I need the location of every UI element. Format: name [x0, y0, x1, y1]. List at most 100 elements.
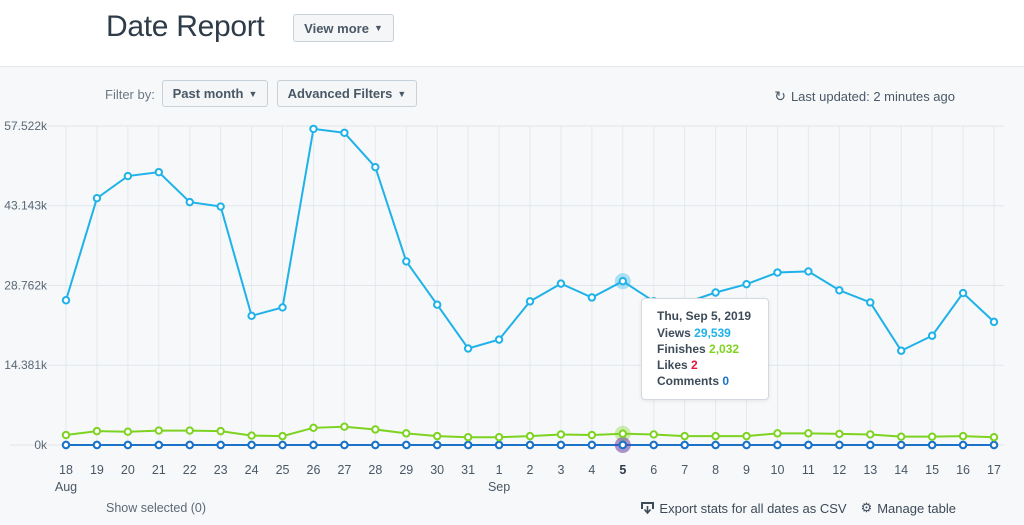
x-tick-label: 14: [894, 463, 908, 477]
data-point-finishes: [185, 426, 194, 435]
x-tick-label: 4: [588, 463, 595, 477]
data-point-likes: [649, 440, 658, 450]
data-point-likes: [92, 440, 102, 450]
data-point-finishes: [587, 430, 597, 440]
x-tick-label: 28: [368, 463, 382, 477]
x-tick-label: 2: [527, 463, 534, 477]
data-point-views: [835, 286, 844, 295]
data-point-finishes: [711, 431, 720, 441]
x-tick-label: 22: [183, 463, 197, 477]
data-point-likes: [185, 440, 194, 450]
x-tick-label: 21: [152, 463, 166, 477]
data-point-likes: [371, 440, 380, 450]
x-tick-label: 7: [681, 463, 688, 477]
data-point-views: [866, 298, 875, 307]
data-point-views: [123, 171, 133, 181]
data-point-likes: [402, 440, 411, 450]
x-tick-label: 24: [245, 463, 259, 477]
data-point-views: [309, 124, 318, 134]
export-csv-label: Export stats for all dates as CSV: [659, 500, 847, 516]
data-point-finishes: [123, 427, 133, 436]
data-point-finishes: [216, 426, 225, 436]
header-bar: Date Report View more ▼: [0, 0, 1024, 67]
chart-tooltip: Thu, Sep 5, 2019 Views 29,539 Finishes 2…: [641, 298, 769, 400]
view-more-label: View more: [304, 20, 369, 36]
data-point-likes: [556, 440, 566, 450]
data-point-likes: [525, 440, 535, 450]
x-tick-label: 12: [832, 463, 846, 477]
data-point-finishes: [958, 431, 968, 441]
data-point-finishes: [680, 431, 689, 441]
data-point-finishes: [463, 433, 473, 442]
gear-icon: ⚙: [860, 500, 873, 515]
data-point-views: [216, 202, 225, 211]
data-point-finishes: [525, 431, 535, 441]
x-tick-label: 11: [802, 463, 815, 477]
data-point-likes: [835, 440, 844, 450]
x-tick-label: 16: [956, 463, 970, 477]
tooltip-value: 0: [722, 374, 730, 388]
data-point-finishes: [556, 430, 566, 439]
data-point-likes: [247, 440, 256, 450]
manage-table-link[interactable]: ⚙ Manage table: [861, 500, 956, 516]
x-tick-label: 26: [307, 463, 321, 477]
x-month-label: Sep: [488, 480, 510, 494]
data-point-likes: [927, 440, 937, 450]
data-point-views: [525, 297, 535, 306]
table-actions: Export stats for all dates as CSV ⚙ Mana…: [641, 500, 956, 516]
data-point-views: [340, 128, 349, 137]
x-tick-label: 18: [59, 463, 73, 477]
chevron-down-icon: ▼: [397, 88, 407, 99]
x-month-label: Aug: [55, 480, 77, 494]
data-point-finishes: [989, 433, 999, 442]
tooltip-label: Views: [657, 326, 691, 340]
period-dropdown[interactable]: Past month ▼: [162, 80, 268, 107]
last-updated-text: Last updated: 2 minutes ago: [790, 89, 955, 104]
y-tick-label: 43.143k: [4, 199, 48, 213]
data-point-likes: [587, 440, 597, 450]
data-point-likes: [804, 440, 813, 450]
data-point-views: [185, 197, 194, 207]
data-point-finishes: [927, 432, 937, 441]
tooltip-value: 2,032: [709, 342, 740, 356]
y-tick-label: 0k: [34, 438, 48, 452]
chevron-down-icon: ▼: [248, 88, 258, 99]
advanced-filters-label: Advanced Filters: [287, 86, 393, 101]
x-tick-label: 27: [337, 463, 351, 477]
page-title: Date Report: [106, 10, 265, 43]
data-point-finishes: [61, 430, 71, 440]
tooltip-row-comments: Comments 0: [657, 373, 768, 389]
data-point-likes: [433, 440, 442, 450]
data-point-views: [433, 300, 442, 309]
data-point-likes: [494, 440, 504, 450]
data-point-finishes: [835, 429, 844, 439]
x-tick-label: 1: [496, 463, 503, 477]
x-tick-label: 15: [925, 463, 939, 477]
data-point-likes: [773, 440, 782, 450]
export-csv-link[interactable]: Export stats for all dates as CSV: [641, 500, 847, 516]
x-tick-label: 31: [461, 463, 475, 477]
data-point-likes: [618, 440, 627, 450]
advanced-filters-dropdown[interactable]: Advanced Filters ▼: [277, 80, 417, 107]
data-point-views: [494, 335, 504, 344]
refresh-icon[interactable]: ↻: [774, 88, 786, 104]
y-tick-label: 57.522k: [4, 119, 48, 133]
data-point-views: [587, 293, 597, 302]
data-point-finishes: [742, 431, 751, 441]
data-point-finishes: [618, 429, 627, 438]
x-tick-label: 8: [712, 463, 719, 477]
tooltip-label: Comments: [657, 374, 720, 388]
view-more-button[interactable]: View more ▼: [293, 14, 394, 42]
x-tick-label: 23: [214, 463, 228, 477]
data-point-likes: [463, 440, 473, 450]
tooltip-label: Finishes: [657, 342, 706, 356]
filter-label: Filter by:: [105, 87, 155, 102]
data-point-finishes: [433, 431, 442, 441]
show-selected-link[interactable]: Show selected (0): [106, 501, 207, 515]
x-tick-label: 6: [650, 463, 657, 477]
data-point-likes: [711, 440, 720, 450]
data-point-views: [897, 346, 906, 355]
data-point-likes: [742, 440, 751, 450]
data-point-views: [773, 268, 782, 277]
x-tick-label: 25: [276, 463, 290, 477]
